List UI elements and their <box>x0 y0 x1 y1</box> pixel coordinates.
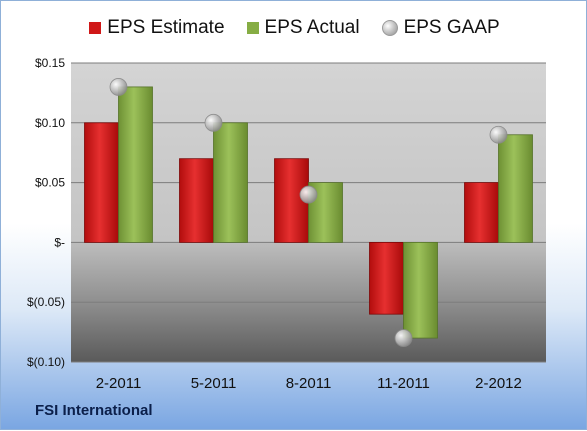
legend-label-eps-actual: EPS Actual <box>264 17 360 38</box>
bar-eps-estimate <box>84 122 119 243</box>
bar-eps-estimate <box>369 241 404 315</box>
marker-eps-gaap <box>109 78 128 96</box>
bar-eps-actual <box>498 134 533 243</box>
y-tick-label: $- <box>54 235 65 249</box>
bar-eps-actual <box>213 122 248 243</box>
gaap-markers <box>109 78 508 347</box>
bar-eps-estimate <box>464 182 499 243</box>
x-tick-label: 5-2011 <box>191 375 237 392</box>
y-tick-label: $0.10 <box>35 116 65 130</box>
y-tick-label: $0.05 <box>35 176 65 190</box>
x-axis: 2-2011 5-2011 8-2011 11-2011 2-2012 <box>96 375 522 392</box>
bar-eps-estimate <box>179 158 214 243</box>
x-tick-label: 8-2011 <box>286 375 332 392</box>
bar-series <box>84 86 533 339</box>
y-axis: $0.15 $0.10 $0.05 $- $(0.05) $(0.10) <box>27 56 65 369</box>
marker-eps-gaap <box>394 329 413 347</box>
legend-swatch-eps-estimate <box>89 22 102 34</box>
marker-eps-gaap <box>489 125 508 144</box>
chart-legend: EPS Estimate EPS Actual EPS GAAP <box>1 17 587 39</box>
company-name: FSI International <box>35 402 153 419</box>
legend-item-eps-actual: EPS Actual <box>246 17 360 39</box>
marker-eps-gaap <box>299 185 318 204</box>
marker-eps-gaap <box>204 113 223 132</box>
legend-item-eps-estimate: EPS Estimate <box>89 17 225 39</box>
legend-label-eps-gaap: EPS GAAP <box>403 17 500 38</box>
bar-eps-actual <box>118 86 153 243</box>
legend-label-eps-estimate: EPS Estimate <box>107 17 225 38</box>
x-tick-label: 2-2011 <box>96 375 142 392</box>
bar-eps-actual <box>403 241 438 339</box>
legend-swatch-eps-gaap <box>381 20 398 36</box>
x-tick-label: 11-2011 <box>377 375 430 392</box>
legend-item-eps-gaap: EPS GAAP <box>381 17 500 39</box>
legend-swatch-eps-actual <box>246 22 259 34</box>
y-tick-label: $0.15 <box>35 56 65 70</box>
y-tick-label: $(0.10) <box>27 355 65 369</box>
x-tick-label: 2-2012 <box>475 375 522 392</box>
y-tick-label: $(0.05) <box>27 295 65 309</box>
